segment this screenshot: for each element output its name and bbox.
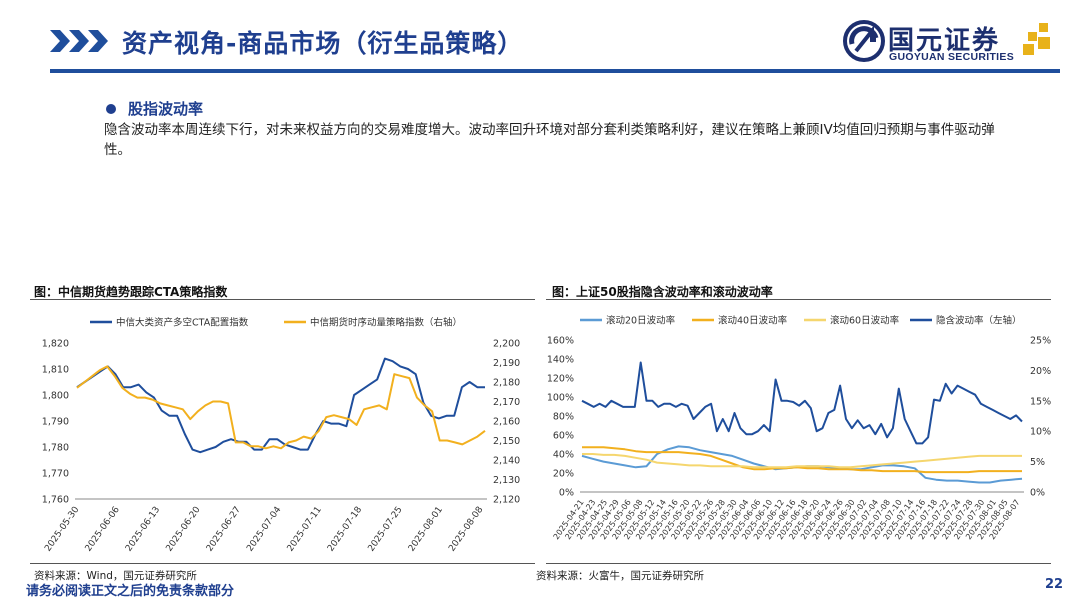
chart1-xtick: 2025-07-18: [326, 505, 364, 554]
chart1-xtick: 2025-07-04: [245, 505, 283, 554]
chart1-ytick-left: 1,790: [42, 417, 69, 428]
chart2-legend-label-0: 滚动20日波动率: [606, 315, 676, 327]
chart1-xtick: 2025-08-08: [447, 505, 485, 554]
chart1-ytick-right: 2,130: [493, 475, 520, 486]
chart2-ytick-left: 100%: [547, 393, 574, 404]
chart1-xtick: 2025-05-30: [43, 505, 81, 554]
section-heading: 股指波动率: [128, 100, 204, 118]
chevron-arrows-icon: [50, 30, 108, 52]
chart1-ytick-left: 1,780: [42, 443, 69, 454]
chart2-ytick-left: 140%: [547, 355, 574, 366]
chart1-source: 资料来源：Wind，国元证券研究所: [34, 570, 197, 582]
chart2-ytick-left: 60%: [553, 431, 574, 442]
page-header: 资产视角-商品市场（衍生品策略） 国元证券 GUOYUAN SECURITIES: [0, 0, 1080, 78]
chart1-series-line-1: [76, 365, 486, 450]
logo-english-text: GUOYUAN SECURITIES: [889, 51, 1014, 63]
chart2-ytick-left: 40%: [553, 450, 574, 461]
chart2-ytick-right: 0%: [1030, 488, 1045, 499]
chart1-ytick-right: 2,190: [493, 358, 520, 369]
page-number: 22: [1045, 577, 1064, 592]
chart1-title: 图：中信期货趋势跟踪CTA策略指数: [34, 285, 228, 299]
chart1-ytick-right: 2,200: [493, 339, 520, 350]
chart2-ytick-right: 25%: [1030, 336, 1051, 347]
page-title: 资产视角-商品市场（衍生品策略）: [122, 29, 524, 58]
chart2-ytick-right: 10%: [1030, 427, 1051, 438]
chart1-ytick-right: 2,160: [493, 417, 520, 428]
chart2-series-line-3: [581, 361, 1023, 445]
chart2-legend-label-2: 滚动60日波动率: [830, 315, 900, 327]
chart1-ytick-left: 1,820: [42, 339, 69, 350]
chart2-ytick-left: 0%: [559, 488, 574, 499]
chart1-ytick-right: 2,170: [493, 397, 520, 408]
chart1-xtick: 2025-06-20: [164, 505, 202, 554]
chart2-legend-label-3: 隐含波动率（左轴）: [936, 315, 1022, 327]
chart1-ytick-right: 2,180: [493, 378, 520, 389]
chart1-ytick-left: 1,770: [42, 469, 69, 480]
chart2-ytick-left: 120%: [547, 374, 574, 385]
chart2-ytick-left: 80%: [553, 412, 574, 423]
chart1-ytick-right: 2,140: [493, 456, 520, 467]
chart2-source: 资料来源：火富牛，国元证券研究所: [536, 570, 704, 582]
chart1-legend-label-0: 中信大类资产多空CTA配置指数: [116, 317, 249, 329]
chart2-ytick-left: 160%: [547, 336, 574, 347]
chart1-xtick: 2025-07-11: [286, 505, 324, 554]
chart1-ytick-right: 2,150: [493, 436, 520, 447]
chart1-xtick: 2025-06-27: [205, 505, 243, 554]
chart1-xtick: 2025-06-06: [84, 505, 122, 554]
chart1-xtick: 2025-07-25: [366, 505, 404, 554]
chart2-bottom-rule: [546, 563, 1051, 564]
chart-volatility: 0% 20% 40% 60% 80% 100% 120% 140% 160% 0% 5% 10% 15%…: [547, 315, 1051, 542]
chart1-ytick-left: 1,810: [42, 365, 69, 376]
chart2-series-line-2: [582, 453, 1022, 469]
chart1-series-line-0: [76, 357, 485, 454]
header-divider: [50, 69, 1060, 73]
chart2-legend-label-1: 滚动40日波动率: [718, 315, 788, 327]
guoyuan-logo-icon: [843, 20, 1050, 62]
chart1-bottom-rule: [30, 563, 535, 564]
chart1-ytick-left: 1,800: [42, 391, 69, 402]
chart2-ytick-right: 15%: [1030, 396, 1051, 407]
chart1-xtick: 2025-08-01: [407, 505, 445, 554]
chart-cta-index: 1,760 1,770 1,780 1,790 1,800 1,810 1,820 2,120…: [42, 317, 520, 554]
logo-chinese-text: 国元证券: [888, 26, 1001, 56]
chart1-top-rule: [30, 299, 535, 300]
chart1-ytick-right: 2,120: [493, 495, 520, 506]
chart1-ytick-left: 1,760: [42, 495, 69, 506]
bullet-dot-icon: [106, 104, 116, 114]
chart2-top-rule: [546, 299, 1051, 300]
chart1-xtick: 2025-06-13: [124, 505, 162, 554]
section-paragraph: 隐含波动率本周连续下行，对未来权益方向的交易难度增大。波动率回升环境对部分套利类…: [104, 122, 995, 158]
chart2-ytick-right: 5%: [1030, 457, 1045, 468]
chart2-series-line-1: [582, 446, 1022, 474]
chart1-legend-label-1: 中信期货时序动量策略指数（右轴）: [310, 317, 462, 329]
chart2-ytick-right: 20%: [1030, 366, 1051, 377]
chart2-title: 图：上证50股指隐含波动率和滚动波动率: [552, 285, 773, 299]
chart2-ytick-left: 20%: [553, 469, 574, 480]
disclaimer-text: 请务必阅读正文之后的免责条款部分: [26, 584, 235, 599]
